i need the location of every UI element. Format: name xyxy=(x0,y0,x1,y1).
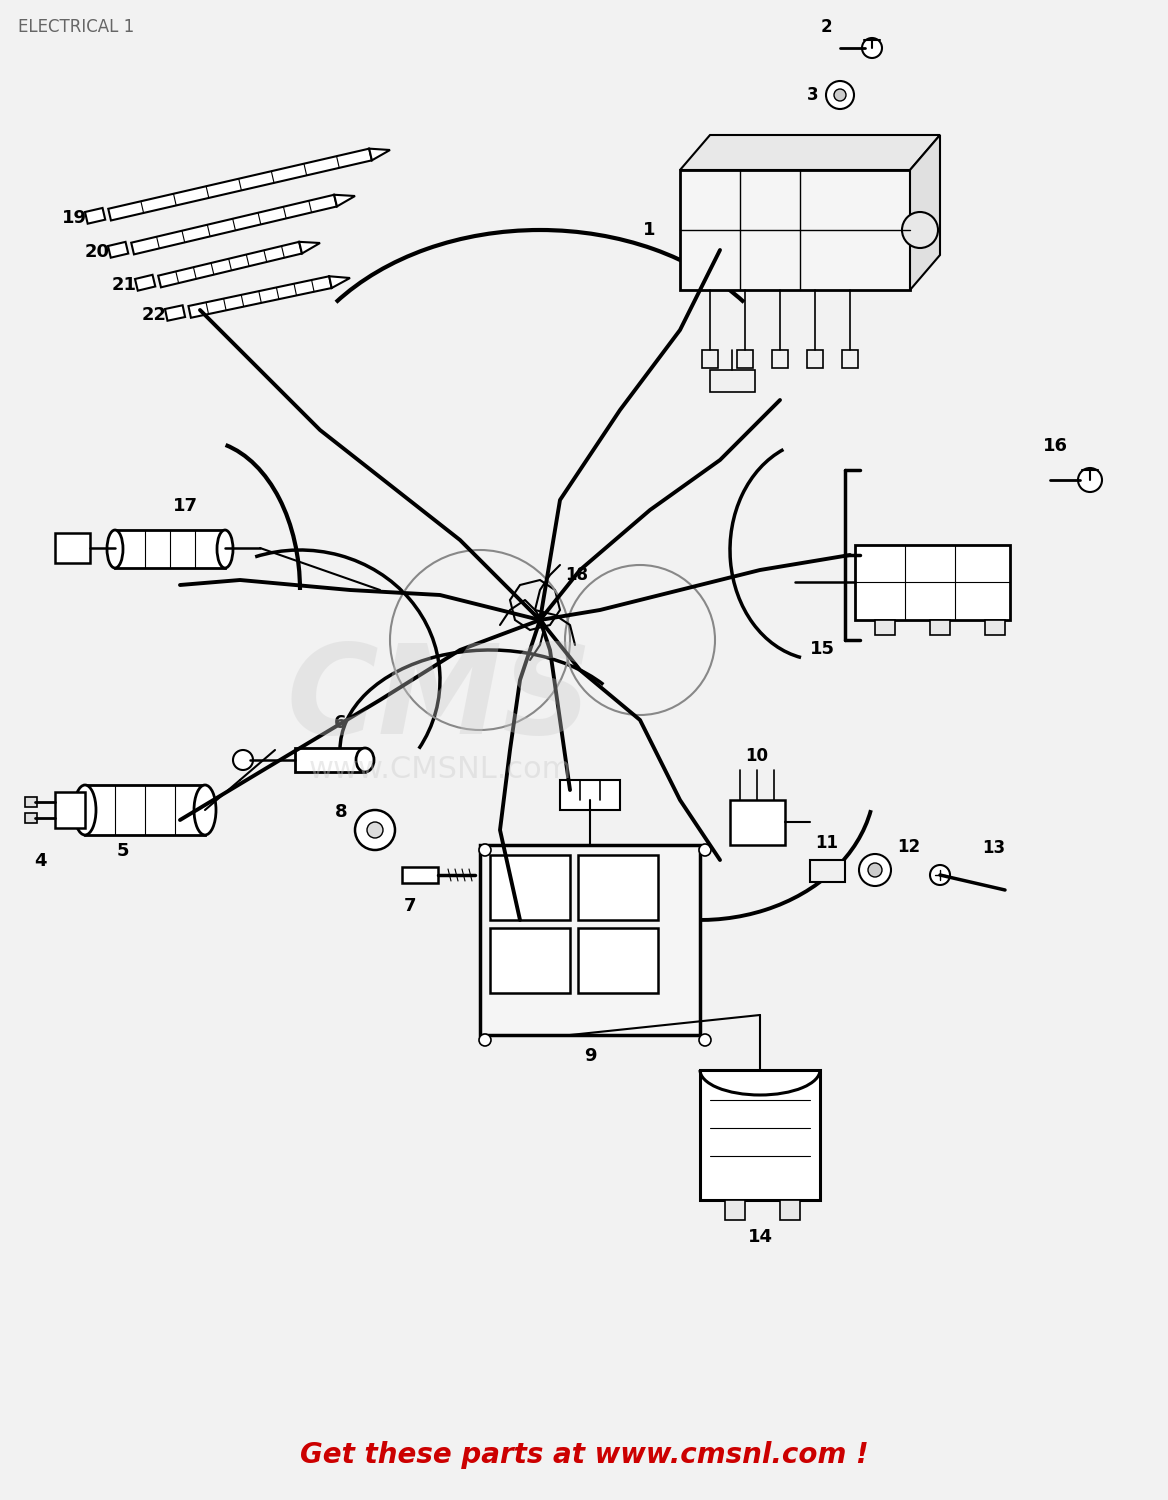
Circle shape xyxy=(868,862,882,877)
Text: 6: 6 xyxy=(334,714,346,732)
Bar xyxy=(875,620,895,634)
Bar xyxy=(700,1070,820,1200)
Text: 3: 3 xyxy=(806,86,818,104)
Bar xyxy=(480,844,700,1035)
Bar xyxy=(165,306,185,321)
Text: 13: 13 xyxy=(982,839,1006,856)
Polygon shape xyxy=(680,135,940,170)
Text: CMS: CMS xyxy=(287,639,593,760)
Polygon shape xyxy=(334,195,355,207)
Ellipse shape xyxy=(107,530,123,568)
Circle shape xyxy=(862,38,882,58)
Text: 19: 19 xyxy=(62,209,86,226)
Bar xyxy=(491,928,570,993)
Bar xyxy=(680,170,910,290)
Bar xyxy=(807,350,823,368)
Text: 18: 18 xyxy=(565,566,588,584)
Bar xyxy=(107,242,128,258)
Bar xyxy=(85,784,206,836)
Text: 22: 22 xyxy=(142,306,167,324)
Text: 8: 8 xyxy=(334,802,347,820)
Bar xyxy=(55,532,90,562)
Bar xyxy=(855,544,1010,620)
Bar xyxy=(55,792,85,828)
Text: 17: 17 xyxy=(173,496,197,514)
Bar xyxy=(491,855,570,920)
Bar xyxy=(114,530,225,568)
Polygon shape xyxy=(109,148,371,220)
Polygon shape xyxy=(369,148,390,160)
Polygon shape xyxy=(299,242,320,254)
Text: 21: 21 xyxy=(112,276,137,294)
Text: 4: 4 xyxy=(34,852,47,870)
Circle shape xyxy=(698,1034,711,1046)
Circle shape xyxy=(902,211,938,248)
Circle shape xyxy=(858,853,891,886)
Polygon shape xyxy=(158,242,303,288)
Bar xyxy=(985,620,1004,634)
Bar xyxy=(772,350,788,368)
Bar xyxy=(578,928,658,993)
Polygon shape xyxy=(910,135,940,290)
Ellipse shape xyxy=(356,748,374,772)
Circle shape xyxy=(479,844,491,856)
Circle shape xyxy=(698,844,711,856)
Text: 1: 1 xyxy=(642,220,655,238)
Bar xyxy=(842,350,858,368)
Bar xyxy=(135,274,155,291)
Bar xyxy=(930,620,950,634)
Text: ELECTRICAL 1: ELECTRICAL 1 xyxy=(18,18,134,36)
Circle shape xyxy=(232,750,253,770)
Circle shape xyxy=(355,810,395,850)
Polygon shape xyxy=(510,580,559,630)
Circle shape xyxy=(1078,468,1101,492)
Text: 10: 10 xyxy=(745,747,769,765)
Ellipse shape xyxy=(74,784,96,836)
Text: 16: 16 xyxy=(1043,436,1068,454)
Text: 20: 20 xyxy=(85,243,110,261)
Text: 5: 5 xyxy=(117,842,130,860)
Bar xyxy=(710,370,755,392)
Circle shape xyxy=(826,81,854,110)
Bar xyxy=(25,813,37,824)
Bar xyxy=(737,350,753,368)
Circle shape xyxy=(834,88,846,101)
Bar xyxy=(809,859,844,882)
Circle shape xyxy=(930,865,950,885)
Bar xyxy=(780,1200,800,1219)
Text: 12: 12 xyxy=(897,839,920,856)
Bar xyxy=(296,748,364,772)
Bar xyxy=(25,796,37,807)
Text: 15: 15 xyxy=(809,640,835,658)
Bar xyxy=(85,209,105,224)
Text: www.CMSNL.com: www.CMSNL.com xyxy=(308,756,571,784)
Text: 14: 14 xyxy=(748,1228,772,1246)
Ellipse shape xyxy=(217,530,232,568)
Bar xyxy=(559,780,620,810)
Bar xyxy=(402,867,438,883)
Text: 9: 9 xyxy=(584,1047,596,1065)
Bar xyxy=(578,855,658,920)
Text: 2: 2 xyxy=(820,18,832,36)
Circle shape xyxy=(367,822,383,839)
Circle shape xyxy=(479,1034,491,1046)
Polygon shape xyxy=(188,276,332,318)
Ellipse shape xyxy=(194,784,216,836)
Polygon shape xyxy=(131,195,336,255)
Text: 11: 11 xyxy=(815,834,839,852)
Text: Get these parts at www.cmsnl.com !: Get these parts at www.cmsnl.com ! xyxy=(300,1442,868,1468)
Text: 7: 7 xyxy=(404,897,416,915)
Polygon shape xyxy=(329,276,350,288)
Bar xyxy=(730,800,785,844)
Bar xyxy=(702,350,718,368)
Bar xyxy=(725,1200,745,1219)
